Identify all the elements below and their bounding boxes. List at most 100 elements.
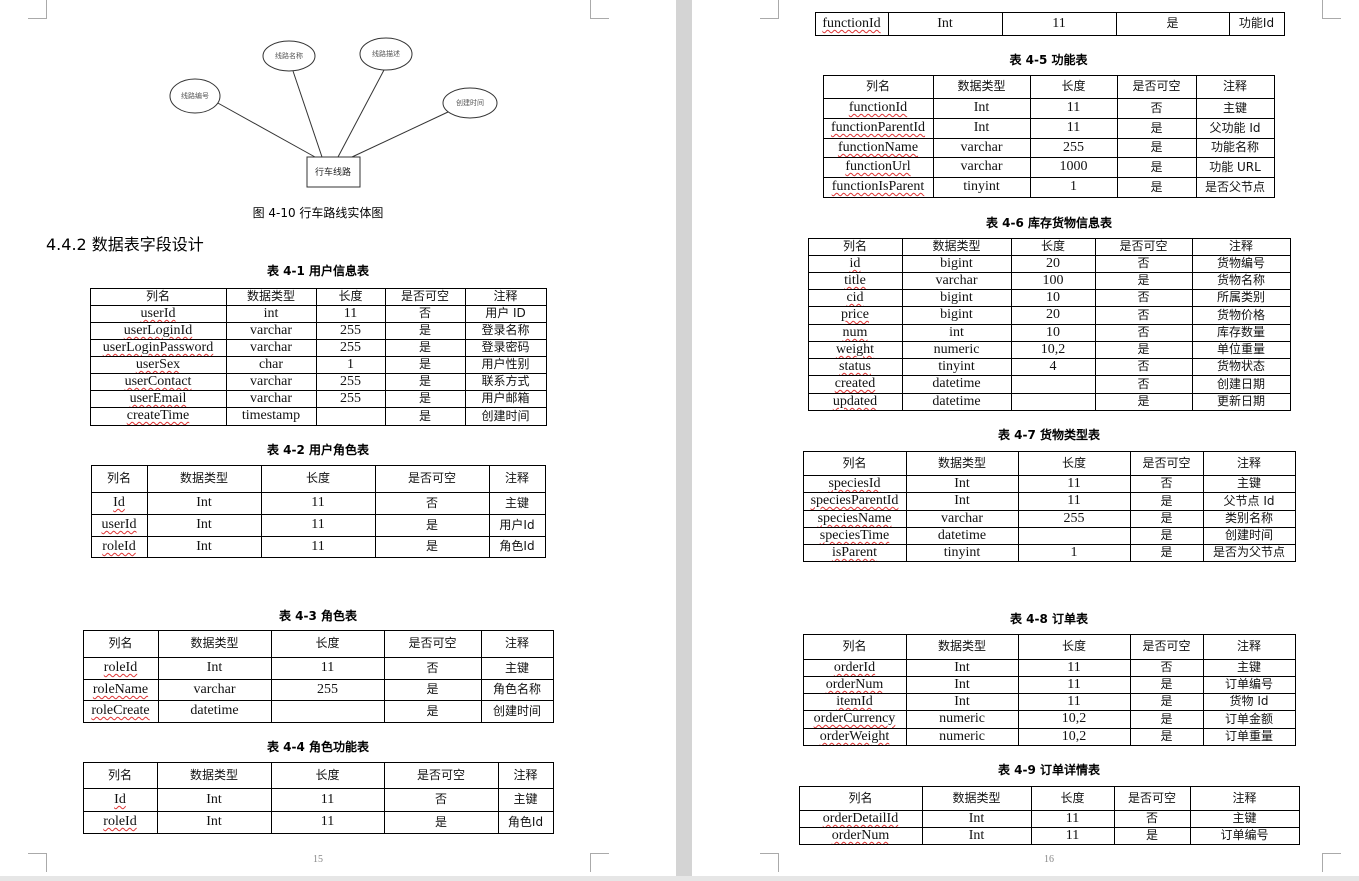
table-cell: 否 [1095, 289, 1193, 307]
table-cell: 11 [316, 305, 386, 323]
table-cell: 11 [271, 811, 385, 834]
table-cell: Int [147, 514, 262, 537]
table-cell [1011, 375, 1096, 394]
table-cell: 主键 [1203, 475, 1296, 493]
table-cell: Int [906, 693, 1019, 711]
table-cell: 255 [316, 373, 386, 391]
table-cell: 255 [316, 322, 386, 340]
table-cell: 255 [271, 679, 385, 701]
header-cell: 注释 [465, 288, 547, 306]
table-cell [316, 407, 386, 426]
scroll-strip [0, 876, 1359, 881]
header-cell: 注释 [1203, 634, 1296, 660]
table-cell: 是 [1117, 157, 1197, 178]
table-cell: Int [906, 475, 1019, 493]
table-cell: 是 [1130, 510, 1204, 528]
table-cell: Int [158, 657, 272, 680]
table-cell: 255 [316, 339, 386, 357]
table-cell: varchar [226, 373, 317, 391]
table-cell: 创建时间 [481, 700, 554, 723]
table-cell: Int [933, 98, 1031, 119]
table-caption: 表 4-7 货物类型表 [997, 428, 1101, 442]
table-cell: 11 [271, 657, 385, 680]
header-cell: 是否可空 [384, 630, 482, 658]
header-cell: 是否可空 [375, 465, 490, 493]
table-cell: 主键 [481, 657, 554, 680]
table-cell: 订单编号 [1190, 827, 1300, 845]
table-cell: 用户Id [489, 514, 546, 537]
table-caption: 表 4-2 用户角色表 [266, 443, 370, 457]
table-cell: 是 [385, 322, 466, 340]
table-cell: 是否父节点 [1196, 177, 1275, 198]
table-cell: 是 [1114, 827, 1191, 845]
table-cell: 功能名称 [1196, 138, 1275, 158]
table-cell: 是 [385, 407, 466, 426]
table-cell: 更新日期 [1192, 393, 1291, 411]
table-cell: 255 [316, 390, 386, 408]
table-cell: 11 [261, 514, 376, 537]
table-cell: 是 [1130, 527, 1204, 545]
table-cell: 角色Id [498, 811, 554, 834]
table-cell: varchar [933, 157, 1031, 178]
corner-mark [760, 853, 779, 872]
table-cell: roleCreate [83, 700, 159, 723]
header-cell: 注释 [1190, 786, 1300, 811]
header-cell: 数据类型 [157, 762, 272, 789]
header-cell: 注释 [489, 465, 546, 493]
table-cell: 11 [261, 492, 376, 515]
table-cell: 是 [1117, 177, 1197, 198]
header-cell: 是否可空 [1130, 634, 1204, 660]
table-cell: createTime [90, 407, 227, 426]
table-cell: 否 [1095, 358, 1193, 376]
table-cell: speciesParentId [803, 492, 907, 511]
header-cell: 长度 [1030, 75, 1118, 99]
table: 列名 数据类型 长度 是否可空 注释 roleId Int 11 否主键 roleName varc… [83, 630, 554, 723]
table-cell: 是 [1117, 118, 1197, 139]
table-cell: orderNum [803, 676, 907, 694]
table-cell: varchar [158, 679, 272, 701]
corner-mark [1322, 0, 1341, 19]
corner-mark [28, 853, 47, 872]
header-cell: 列名 [83, 762, 158, 789]
table-cell: 是 [384, 700, 482, 723]
table-cell: speciesId [803, 475, 907, 493]
table: 列名 数据类型 长度 是否可空 注释 functionId Int 11 否主键 function… [823, 75, 1275, 198]
table-cell: 10 [1011, 289, 1096, 307]
table-cell: varchar [226, 339, 317, 357]
header-cell: 是否可空 [384, 762, 499, 789]
table-cell: 货物状态 [1192, 358, 1291, 376]
table-cell: tinyint [933, 177, 1031, 198]
table-cell: functionIsParent [823, 177, 934, 198]
table-cell: Int [922, 810, 1032, 828]
table-cell: Int [906, 492, 1019, 511]
table-cell: 否 [1130, 659, 1204, 677]
table-cell: functionId [823, 98, 934, 119]
table-cell: 否 [384, 657, 482, 680]
table-cell: 4 [1011, 358, 1096, 376]
page-number: 15 [313, 854, 323, 865]
table-cell: 主键 [1190, 810, 1300, 828]
table-cell: 是 [1095, 341, 1193, 359]
table-cell: 否 [1114, 810, 1191, 828]
table-cell: 订单编号 [1203, 676, 1296, 694]
table-cell: datetime [902, 393, 1012, 411]
table-cell: functionParentId [823, 118, 934, 139]
header-cell: 注释 [1192, 238, 1291, 256]
table-cell: id [808, 255, 903, 273]
table-cell: orderDetailId [799, 810, 923, 828]
table-cell: Int [147, 536, 262, 558]
attribute-label: 线路描述 [372, 49, 400, 58]
table-cell: 是 [1130, 728, 1204, 746]
table-cell [1018, 527, 1131, 545]
table-cell: 11 [1030, 98, 1118, 119]
table: 列名 数据类型 长度 是否可空 注释 Id Int 11 否主键 userId Int 11 是用户Id… [91, 465, 546, 558]
table-cell: num [808, 324, 903, 342]
table-cell: Int [888, 12, 1003, 36]
table-caption: 表 4-9 订单详情表 [997, 763, 1101, 777]
table-cell: 否 [375, 492, 490, 515]
table-cell: 是 [385, 373, 466, 391]
table-cell: Int [157, 788, 272, 812]
header-cell: 列名 [90, 288, 227, 306]
table-cell: 是 [1116, 12, 1230, 36]
table-cell: 11 [1018, 676, 1131, 694]
